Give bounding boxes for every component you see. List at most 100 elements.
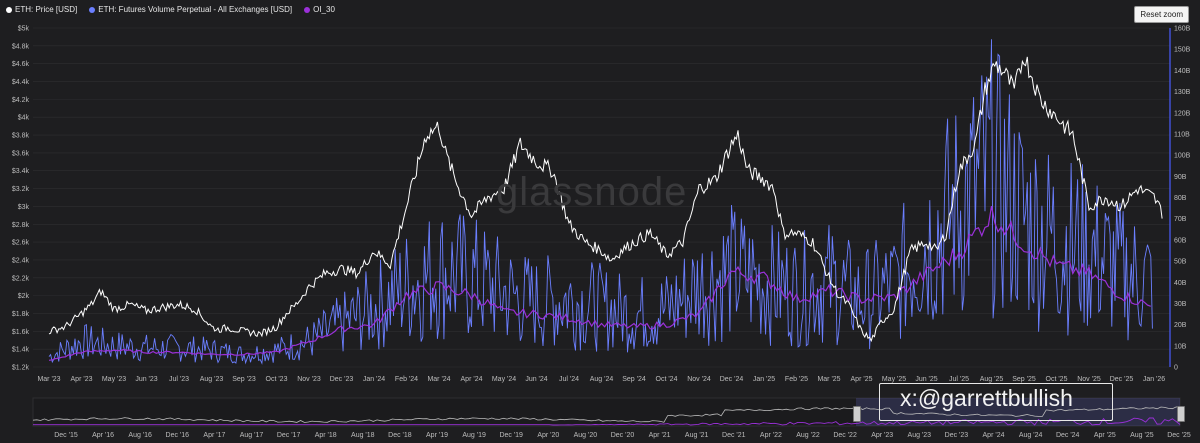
volume-series-line <box>48 39 1153 365</box>
y-left-tick-label: $3.8k <box>12 133 30 140</box>
navigator-tick-label: Aug '23 <box>908 432 932 439</box>
y-right-tick-label: 90B <box>1174 174 1187 181</box>
y-left-tick-label: $1.2k <box>12 365 30 372</box>
x-tick-label: May '25 <box>882 376 906 383</box>
x-tick-label: Jan '26 <box>1143 376 1165 383</box>
y-right-tick-label: 20B <box>1174 322 1187 329</box>
navigator-tick-label: Dec '15 <box>54 432 78 439</box>
x-tick-label: May '24 <box>492 376 516 383</box>
y-right-tick-label: 30B <box>1174 301 1187 308</box>
x-tick-label: Feb '25 <box>785 376 808 383</box>
y-left-tick-label: $3.2k <box>12 186 30 193</box>
y-left-tick-label: $4.6k <box>12 61 30 68</box>
x-tick-label: Oct '23 <box>266 376 288 383</box>
y-right-tick-label: 130B <box>1174 89 1191 96</box>
navigator-tick-label: Apr '22 <box>760 432 782 439</box>
navigator-tick-label: Dec '19 <box>499 432 523 439</box>
reset-zoom-button[interactable]: Reset zoom <box>1134 6 1189 23</box>
x-tick-label: Dec '23 <box>330 376 354 383</box>
x-tick-label: Apr '24 <box>461 376 483 383</box>
y-left-tick-label: $4.4k <box>12 79 30 86</box>
navigator-right-handle[interactable] <box>1177 406 1185 422</box>
legend-item-price[interactable]: ETH: Price [USD] <box>6 5 77 14</box>
x-tick-label: Nov '23 <box>297 376 321 383</box>
y-right-tick-label: 120B <box>1174 110 1191 117</box>
x-tick-label: Jan '24 <box>363 376 385 383</box>
x-tick-label: Feb '24 <box>395 376 418 383</box>
x-tick-label: Oct '24 <box>656 376 678 383</box>
y-left-tick-label: $3.6k <box>12 150 30 157</box>
x-tick-label: Jun '23 <box>135 376 157 383</box>
x-tick-label: Dec '24 <box>720 376 744 383</box>
x-tick-label: May '23 <box>102 376 126 383</box>
y-left-tick-label: $3.4k <box>12 168 30 175</box>
y-left-tick-label: $5k <box>18 26 30 33</box>
legend-dot-volume <box>89 6 96 13</box>
navigator-tick-label: Dec '24 <box>1056 432 1080 439</box>
x-tick-label: Dec '25 <box>1110 376 1134 383</box>
navigator-price-line <box>32 406 1181 423</box>
legend-dot-price <box>6 6 12 13</box>
navigator-tick-label: Dec '18 <box>388 432 412 439</box>
y-right-tick-label: 150B <box>1174 47 1191 54</box>
x-tick-label: Mar '25 <box>817 376 840 383</box>
x-tick-label: Nov '25 <box>1077 376 1101 383</box>
x-tick-label: Jul '23 <box>169 376 189 383</box>
x-tick-label: Aug '24 <box>590 376 614 383</box>
navigator-tick-label: Apr '20 <box>537 432 559 439</box>
y-left-tick-label: $1.6k <box>12 329 30 336</box>
x-tick-label: Aug '23 <box>200 376 224 383</box>
x-tick-label: Sep '25 <box>1012 376 1036 383</box>
x-tick-label: Oct '25 <box>1046 376 1068 383</box>
y-left-tick-label: $4.8k <box>12 43 30 50</box>
legend-item-volume[interactable]: ETH: Futures Volume Perpetual - All Exch… <box>89 5 292 14</box>
navigator-tick-label: Aug '20 <box>574 432 598 439</box>
navigator-left-handle[interactable] <box>853 406 861 422</box>
x-tick-label: Jun '25 <box>915 376 937 383</box>
y-left-tick-label: $1.4k <box>12 347 30 354</box>
navigator-oi-line <box>33 417 1181 426</box>
navigator-tick-label: Aug '18 <box>351 432 375 439</box>
x-tick-label: Mar '23 <box>37 376 60 383</box>
brand-watermark: glassnode <box>496 170 688 214</box>
navigator-tick-label: Apr '17 <box>203 432 225 439</box>
navigator-tick-label: Dec '23 <box>945 432 969 439</box>
price-series-line <box>48 56 1163 343</box>
y-right-tick-label: 100B <box>1174 153 1191 160</box>
legend-label-oi: OI_30 <box>313 5 335 14</box>
y-right-tick-label: 0 <box>1174 365 1178 372</box>
x-tick-label: Nov '24 <box>687 376 711 383</box>
y-left-tick-label: $2k <box>18 293 30 300</box>
legend-item-oi[interactable]: OI_30 <box>304 5 335 14</box>
navigator-tick-label: Aug '22 <box>796 432 820 439</box>
navigator-tick-label: Aug '16 <box>128 432 152 439</box>
navigator-tick-label: Dec '20 <box>611 432 635 439</box>
x-tick-label: Sep '24 <box>622 376 646 383</box>
x-tick-label: Apr '23 <box>71 376 93 383</box>
y-right-tick-label: 70B <box>1174 216 1187 223</box>
navigator-tick-label: Apr '18 <box>315 432 337 439</box>
navigator-tick-label: Apr '23 <box>871 432 893 439</box>
y-left-tick-label: $1.8k <box>12 311 30 318</box>
x-tick-label: Mar '24 <box>427 376 450 383</box>
y-right-tick-label: 160B <box>1174 26 1191 33</box>
legend: ETH: Price [USD] ETH: Futures Volume Per… <box>6 5 335 14</box>
y-left-tick-label: $2.8k <box>12 222 30 229</box>
y-left-tick-label: $2.2k <box>12 275 30 282</box>
y-right-tick-label: 50B <box>1174 259 1187 266</box>
navigator-tick-label: Apr '25 <box>1094 432 1116 439</box>
navigator-tick-label: Aug '24 <box>1019 432 1043 439</box>
navigator-selection <box>856 398 1180 426</box>
navigator-tick-label: Dec '22 <box>833 432 857 439</box>
legend-label-price: ETH: Price [USD] <box>15 5 78 14</box>
y-right-tick-label: 10B <box>1174 343 1187 350</box>
y-left-tick-label: $2.6k <box>12 240 30 247</box>
navigator-tick-label: Dec '21 <box>722 432 746 439</box>
navigator-tick-label: Dec '16 <box>166 432 190 439</box>
x-tick-label: Jan '25 <box>753 376 775 383</box>
navigator-tick-label: Aug '21 <box>685 432 709 439</box>
x-tick-label: Jul '25 <box>949 376 969 383</box>
navigator-area <box>32 397 1181 427</box>
